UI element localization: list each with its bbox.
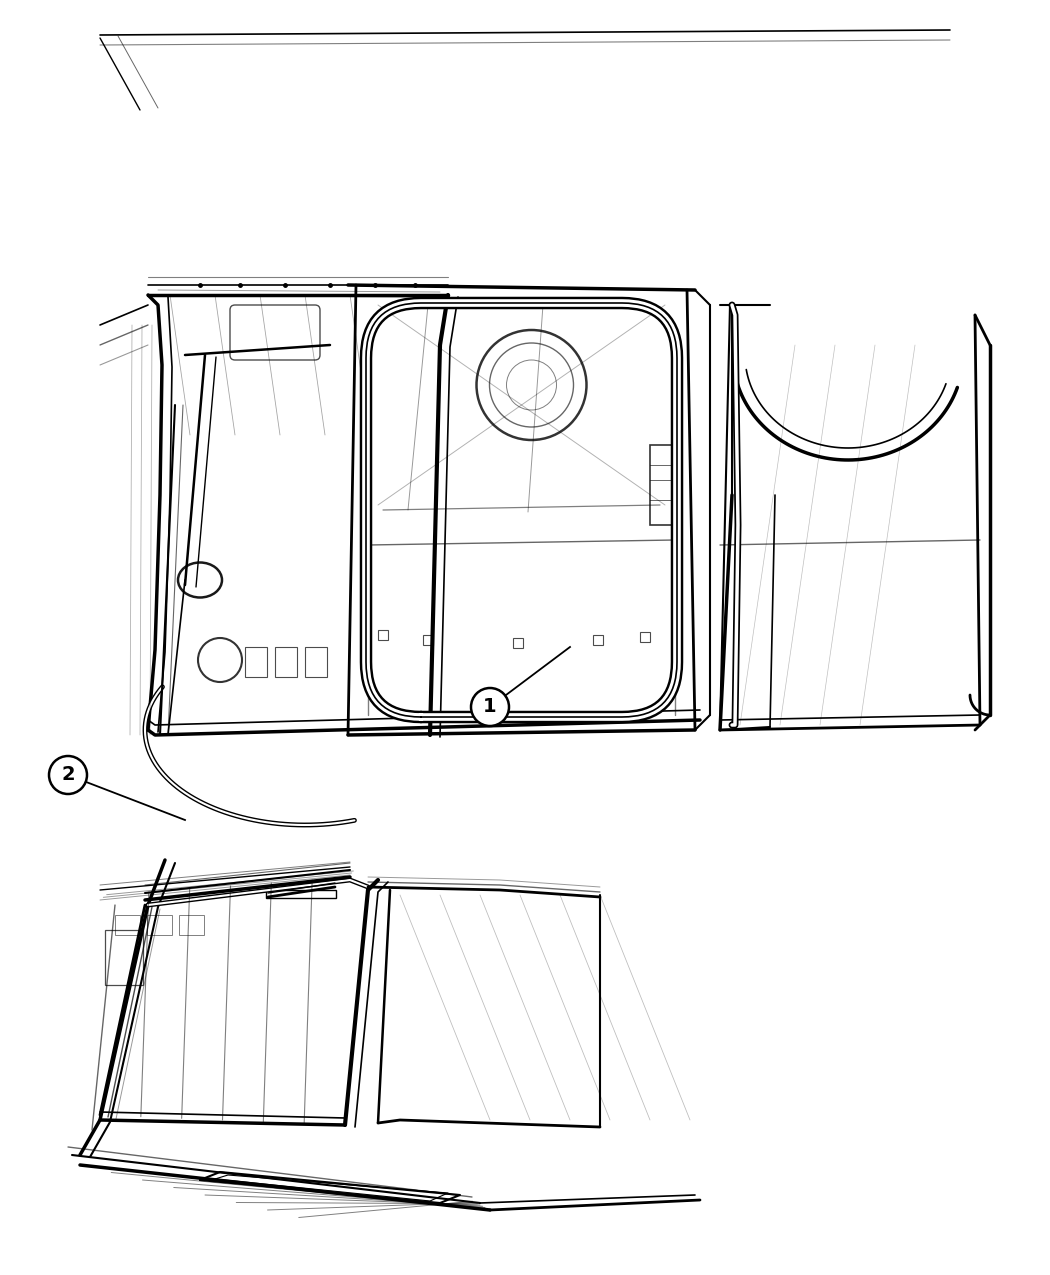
Text: 2: 2 (61, 765, 75, 784)
Text: 1: 1 (483, 697, 497, 717)
Bar (593, 635, 603, 645)
Bar (266, 890, 336, 898)
Bar (105, 929, 143, 986)
Bar (147, 915, 172, 935)
Bar (178, 915, 204, 935)
Bar (513, 638, 523, 648)
Bar (378, 630, 388, 640)
Circle shape (49, 756, 87, 794)
Bar (116, 915, 140, 935)
Bar (304, 646, 327, 677)
Circle shape (471, 688, 509, 725)
Bar (423, 635, 433, 645)
Bar (640, 632, 650, 643)
Bar (650, 445, 680, 525)
Bar (275, 646, 297, 677)
Bar (245, 646, 267, 677)
